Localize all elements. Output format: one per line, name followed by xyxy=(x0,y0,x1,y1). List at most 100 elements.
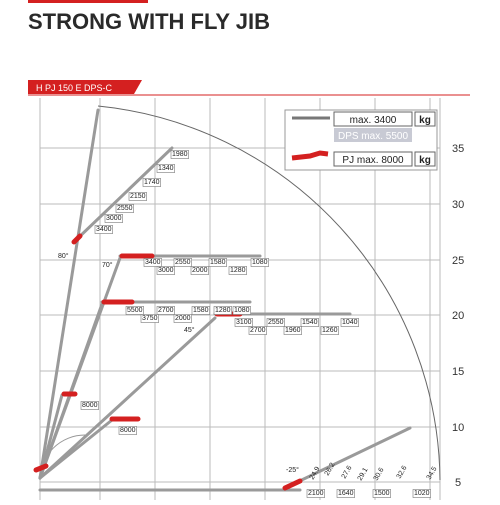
legend-field xyxy=(334,128,412,142)
title: STRONG WITH FLY JIB xyxy=(28,9,270,34)
load: 1080 xyxy=(252,259,268,266)
load-box xyxy=(125,306,144,315)
load-box xyxy=(118,426,137,435)
tick: 5 xyxy=(455,477,461,489)
load: 1260 xyxy=(322,327,338,334)
load-box xyxy=(173,314,192,323)
load: 2700 xyxy=(158,307,174,314)
load: 1080 xyxy=(234,307,250,314)
load-box xyxy=(300,318,319,327)
load-box xyxy=(156,306,175,315)
load: 1020 xyxy=(414,490,430,497)
outreach: 29.1 xyxy=(357,467,370,482)
legend-field xyxy=(333,111,413,127)
load-box xyxy=(372,489,391,498)
outreach: 27.6 xyxy=(341,465,354,480)
load-box xyxy=(283,326,302,335)
tick: 10 xyxy=(452,422,464,434)
booms xyxy=(33,108,412,492)
load: 1540 xyxy=(302,319,318,326)
load-box xyxy=(156,266,175,275)
load: 2100 xyxy=(308,490,324,497)
load: 1960 xyxy=(285,327,301,334)
load-box xyxy=(234,318,253,327)
tick: 25 xyxy=(452,255,464,267)
model: H PJ 150 E DPS-C xyxy=(36,83,113,93)
load-box xyxy=(143,258,162,267)
angle: 80° xyxy=(58,252,69,260)
loads: 1980 1340 1740 2150 2550 3000 3400 3400 … xyxy=(80,150,431,498)
load: 1280 xyxy=(230,267,246,274)
load: 3000 xyxy=(158,267,174,274)
angle: 70° xyxy=(102,261,113,269)
angle: -25° xyxy=(286,466,299,474)
load-box xyxy=(412,489,431,498)
legend: max. 3400 kg DPS max. 5500 PJ max. 8000 … xyxy=(284,109,438,171)
load-box xyxy=(306,489,325,498)
angles: 80° 70° 45° -25° xyxy=(58,252,299,474)
tick: 30 xyxy=(452,199,464,211)
load: 2550 xyxy=(117,205,133,212)
load: 1980 xyxy=(172,151,188,158)
outreach: 24.9 26.2 27.6 29.1 30.6 32.6 34.5 xyxy=(309,462,439,482)
load-box xyxy=(191,306,210,315)
load-box xyxy=(128,192,147,201)
load: 1040 xyxy=(342,319,358,326)
load: 3400 xyxy=(96,226,112,233)
load-box xyxy=(173,258,192,267)
load: 3400 xyxy=(145,259,161,266)
load: 1280 xyxy=(215,307,231,314)
load-box xyxy=(94,225,113,234)
load: 3000 xyxy=(106,215,122,222)
load: 5500 xyxy=(127,307,143,314)
load-box xyxy=(190,266,209,275)
load-box xyxy=(104,214,123,223)
load: 2000 xyxy=(175,315,191,322)
legend-unit: kg xyxy=(419,115,431,126)
outreach: 32.6 xyxy=(396,465,409,480)
load: 2150 xyxy=(130,193,146,200)
legend-field xyxy=(333,151,413,167)
legend-field xyxy=(414,151,436,167)
load-box xyxy=(208,258,227,267)
load-box xyxy=(320,326,339,335)
load: 1580 xyxy=(193,307,209,314)
load-box xyxy=(170,150,189,159)
load-box xyxy=(266,318,285,327)
model-banner xyxy=(28,80,142,94)
legend-unit: kg xyxy=(419,155,431,166)
tick: 35 xyxy=(452,143,464,155)
load-box xyxy=(156,164,175,173)
angle: 45° xyxy=(184,326,195,334)
load-box xyxy=(228,266,247,275)
load-box xyxy=(248,326,267,335)
load-box xyxy=(140,314,159,323)
legend-field xyxy=(414,111,436,127)
load-box xyxy=(213,306,232,315)
load: 2550 xyxy=(175,259,191,266)
load-box xyxy=(142,178,161,187)
load: 1740 xyxy=(144,179,160,186)
load: 1580 xyxy=(210,259,226,266)
load: 1340 xyxy=(158,165,174,172)
tick: 20 xyxy=(452,310,464,322)
load: 2700 xyxy=(250,327,266,334)
load-box xyxy=(80,401,99,410)
legend-icon xyxy=(291,150,329,161)
axis-ticks: 35 30 25 20 15 10 5 xyxy=(452,143,464,489)
load-box xyxy=(340,318,359,327)
tick: 15 xyxy=(452,366,464,378)
load: 3100 xyxy=(236,319,252,326)
load: 1500 xyxy=(374,490,390,497)
accent xyxy=(28,0,148,3)
outreach: 34.5 xyxy=(426,466,439,481)
load: 3750 xyxy=(142,315,158,322)
load-box xyxy=(115,204,134,213)
load-box xyxy=(250,258,269,267)
load-box xyxy=(336,489,355,498)
legend-sub: DPS max. 5500 xyxy=(338,131,408,142)
load: 2000 xyxy=(192,267,208,274)
load: 1640 xyxy=(338,490,354,497)
load-box xyxy=(232,306,251,315)
